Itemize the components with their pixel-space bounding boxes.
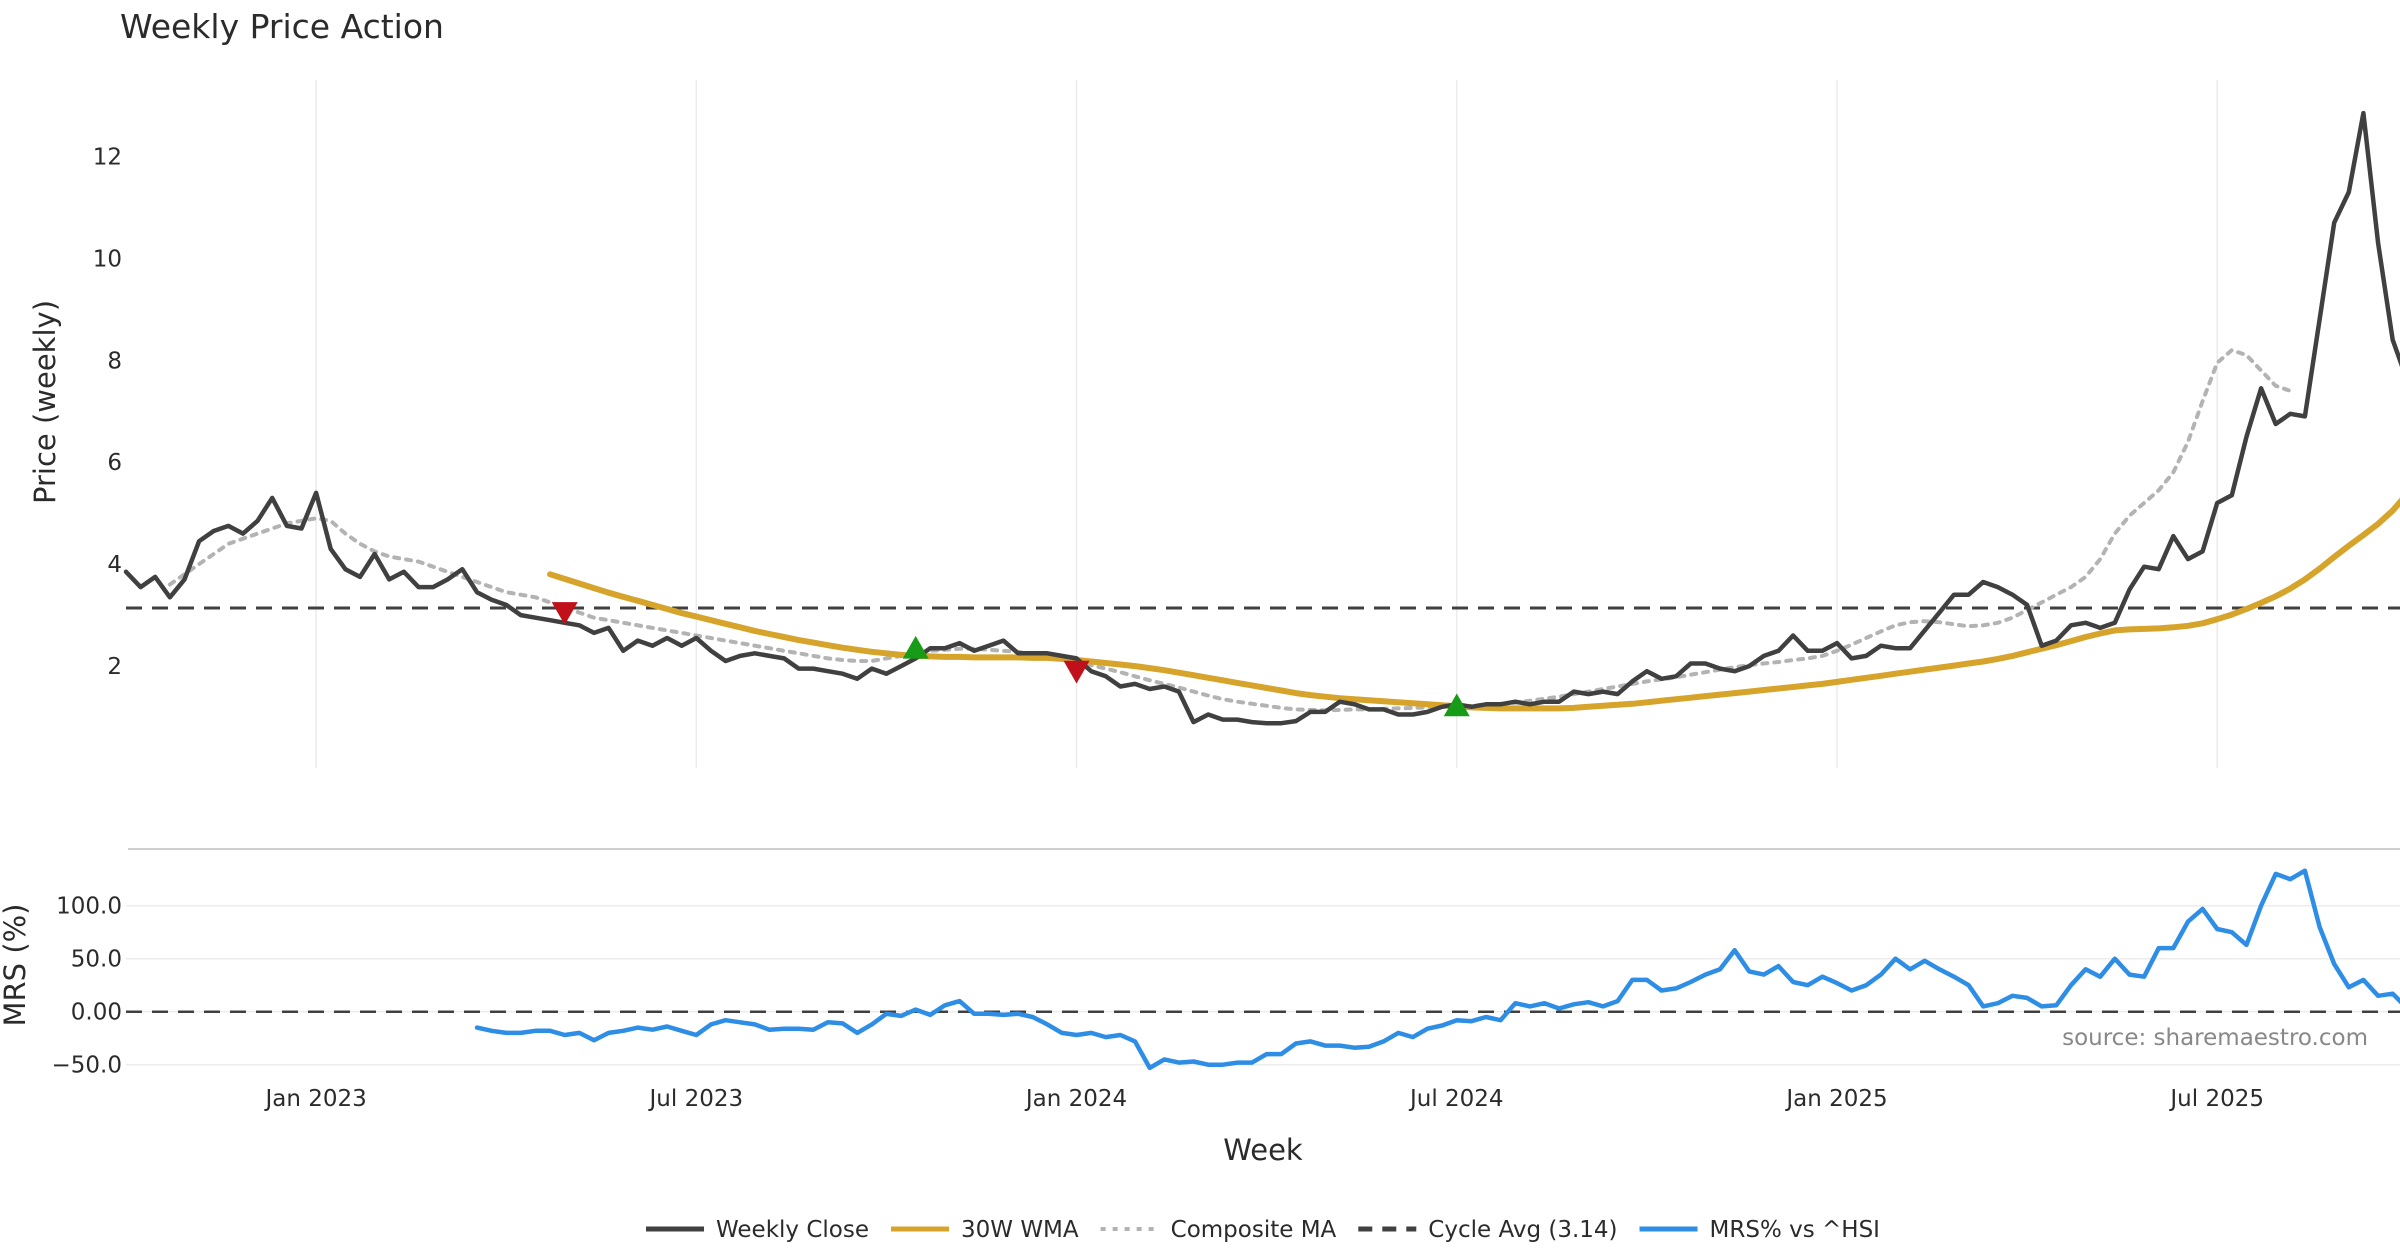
mrs-y-tick: 50.0 — [71, 947, 122, 973]
price-y-tick: 10 — [93, 246, 122, 272]
legend-label: Cycle Avg (3.14) — [1428, 1217, 1617, 1243]
x-axis-label: Week — [1223, 1133, 1303, 1167]
legend-label: Weekly Close — [716, 1217, 869, 1243]
signal-markers — [551, 602, 1470, 717]
price-y-tick: 6 — [107, 450, 122, 476]
price-series — [123, 110, 2400, 726]
source-credit: source: sharemaestro.com — [2062, 1025, 2368, 1051]
x-tick-jul-2024: Jul 2024 — [1408, 1086, 1504, 1112]
price-y-axis-label: Price (weekly) — [28, 300, 62, 504]
series-30w-wma — [547, 497, 2400, 712]
price-y-tick: 4 — [107, 552, 122, 578]
sell-signal-marker — [551, 602, 578, 625]
x-tick-jan-2023: Jan 2023 — [263, 1086, 366, 1112]
series-weekly-close — [123, 110, 2400, 726]
legend-item-mrs-vs-hsi: MRS% vs ^HSI — [1639, 1217, 1880, 1243]
legend-label: MRS% vs ^HSI — [1710, 1217, 1880, 1243]
legend-label: Composite MA — [1171, 1217, 1337, 1243]
x-tick-jan-2025: Jan 2025 — [1784, 1086, 1887, 1112]
series-composite-ma — [167, 348, 2293, 713]
x-tick-jul-2025: Jul 2025 — [2168, 1086, 2264, 1112]
price-y-tick: 12 — [93, 144, 122, 170]
x-tick-labels: Jan 2023 Jul 2023 Jan 2024 Jul 2024 Jan 2025… — [263, 1086, 2264, 1112]
legend-label: 30W WMA — [961, 1217, 1079, 1243]
price-gridlines — [315, 80, 2218, 768]
price-panel: 2 4 6 8 10 12 Price (weekly) — [28, 80, 2400, 768]
mrs-series — [474, 868, 2400, 1071]
mrs-y-tick: 0.00 — [71, 1000, 122, 1026]
mrs-gridlines — [126, 904, 2400, 1066]
buy-signal-marker — [902, 635, 929, 659]
legend-item-composite-ma: Composite MA — [1100, 1217, 1337, 1243]
mrs-y-tick-labels: −50.0 0.00 50.0 100.0 — [52, 894, 122, 1079]
legend-item-weekly-close: Weekly Close — [646, 1217, 869, 1243]
buy-signal-marker — [1443, 693, 1470, 717]
series-mrs-vs-hsi — [474, 868, 2400, 1071]
chart-title: Weekly Price Action — [120, 7, 444, 46]
mrs-panel: −50.0 0.00 50.0 100.0 MRS (%) source: share… — [0, 868, 2400, 1079]
sell-signal-marker — [1063, 660, 1090, 684]
price-y-tick-labels: 2 4 6 8 10 12 — [93, 144, 122, 680]
price-y-tick: 2 — [107, 654, 122, 680]
x-tick-jan-2024: Jan 2024 — [1024, 1086, 1127, 1112]
price-y-tick: 8 — [107, 348, 122, 374]
legend-item-cycle-avg-3-14: Cycle Avg (3.14) — [1358, 1217, 1618, 1243]
x-tick-jul-2023: Jul 2023 — [648, 1086, 744, 1112]
legend-item-30w-wma: 30W WMA — [891, 1217, 1079, 1243]
legend: Weekly Close 30W WMA Composite MA Cycle Avg… — [646, 1217, 1880, 1243]
mrs-y-tick: 100.0 — [56, 894, 122, 920]
mrs-y-tick: −50.0 — [52, 1053, 122, 1079]
mrs-y-axis-label: MRS (%) — [0, 904, 32, 1027]
